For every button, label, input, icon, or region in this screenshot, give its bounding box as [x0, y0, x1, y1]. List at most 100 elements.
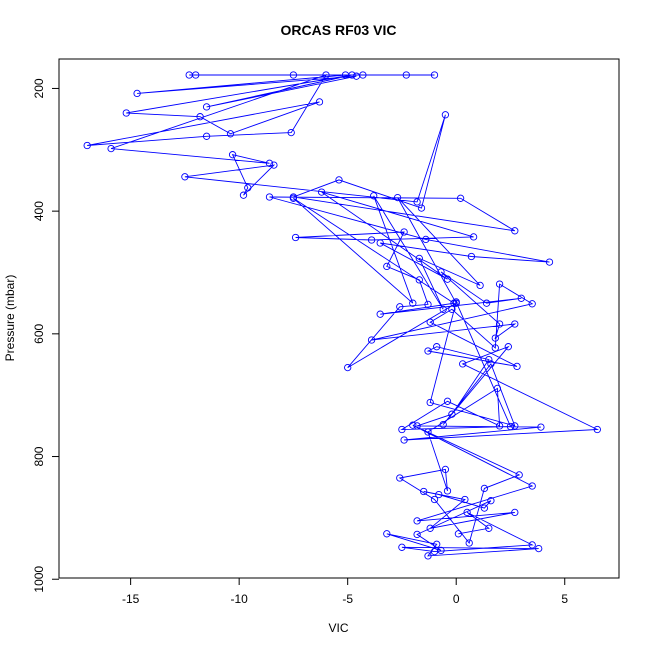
data-point — [461, 495, 469, 504]
data-point — [376, 310, 384, 318]
data-point — [417, 204, 426, 212]
data-point — [437, 268, 445, 276]
data-point — [420, 487, 428, 496]
data-point — [487, 497, 495, 505]
x-tick-label: 0 — [453, 592, 460, 606]
data-point — [344, 363, 352, 372]
data-point — [426, 318, 434, 326]
plot-frame — [58, 58, 620, 579]
x-tick-label: -10 — [230, 592, 248, 606]
data-point — [226, 130, 235, 138]
data-point — [537, 423, 545, 431]
data-point — [443, 397, 452, 405]
data-point — [376, 239, 384, 247]
data-point — [196, 113, 204, 121]
data-point — [244, 184, 252, 192]
data-point — [485, 524, 493, 532]
data-point — [415, 276, 423, 284]
y-tick-label: 1000 — [32, 566, 46, 593]
data-point — [409, 421, 417, 429]
data-point — [402, 71, 410, 79]
data-point — [513, 362, 521, 371]
data-point — [443, 487, 452, 495]
data-point — [422, 235, 430, 244]
data-point — [430, 495, 439, 504]
data-point — [424, 428, 432, 436]
data-point — [426, 524, 434, 532]
data-point — [448, 305, 456, 313]
data-point — [270, 161, 278, 169]
data-point — [443, 275, 452, 283]
x-tick-label: -5 — [342, 592, 353, 606]
data-point — [528, 541, 536, 549]
data-point — [517, 294, 525, 302]
data-point — [335, 176, 343, 184]
data-point — [511, 508, 519, 517]
data-point — [239, 191, 248, 199]
data-point — [400, 228, 408, 236]
data-point — [467, 252, 476, 261]
data-point — [491, 334, 499, 342]
data-point — [480, 484, 489, 493]
data-point — [435, 490, 443, 499]
data-point — [400, 436, 408, 444]
x-axis-label: VIC — [328, 621, 348, 635]
data-point — [424, 300, 432, 309]
data-point — [593, 425, 601, 434]
data-point — [398, 543, 406, 551]
data-point — [370, 192, 378, 200]
y-axis: 200 400 600 800 1000 — [32, 78, 59, 593]
data-point — [367, 336, 376, 344]
y-tick-label: 400 — [32, 201, 46, 221]
data-point — [413, 422, 421, 430]
data-point — [495, 422, 504, 430]
data-point — [515, 471, 523, 479]
y-tick-label: 600 — [32, 324, 46, 344]
data-point — [452, 298, 460, 306]
data-point — [348, 71, 356, 79]
data-point — [491, 344, 499, 352]
series-line — [87, 74, 600, 557]
data-point — [413, 530, 421, 539]
data-point — [448, 410, 456, 418]
data-point — [424, 347, 432, 355]
y-tick-label: 800 — [32, 446, 46, 466]
series-layer — [83, 71, 601, 560]
data-point — [511, 422, 519, 430]
data-point — [202, 132, 211, 140]
data-point — [409, 299, 417, 307]
data-point — [352, 72, 361, 80]
data-point — [511, 227, 519, 235]
data-point — [469, 233, 478, 241]
data-point — [289, 71, 298, 79]
data-point — [454, 530, 463, 538]
data-point — [439, 305, 447, 313]
data-point — [393, 193, 402, 202]
x-tick-label: 5 — [561, 592, 568, 606]
data-point — [383, 530, 391, 538]
data-point — [413, 198, 421, 206]
data-point — [528, 300, 536, 308]
data-point — [83, 141, 91, 150]
data-point — [289, 194, 298, 202]
chart-title: ORCAS RF03 VIC — [281, 22, 397, 38]
data-point — [463, 508, 471, 517]
data-point — [465, 539, 473, 547]
data-point — [107, 144, 115, 153]
data-point — [426, 398, 434, 407]
data-point — [291, 233, 300, 242]
data-point — [396, 474, 404, 482]
data-point — [480, 504, 489, 512]
data-point — [433, 540, 441, 548]
data-point — [528, 482, 536, 490]
y-tick-label: 200 — [32, 78, 46, 98]
data-point — [265, 159, 274, 167]
data-point — [133, 89, 141, 98]
data-point — [367, 236, 376, 244]
data-point — [317, 188, 326, 196]
data-point — [424, 552, 432, 560]
data-point — [459, 360, 467, 368]
data-point — [485, 355, 493, 364]
data-point — [413, 517, 421, 525]
data-point — [504, 343, 512, 351]
